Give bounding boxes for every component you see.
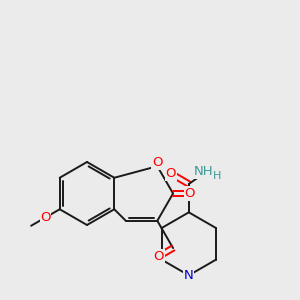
Text: O: O (154, 250, 164, 263)
Text: N: N (184, 269, 194, 282)
Text: O: O (184, 187, 195, 200)
Text: O: O (166, 167, 176, 180)
Text: NH: NH (194, 166, 214, 178)
Text: O: O (152, 156, 163, 169)
Text: O: O (40, 211, 51, 224)
Text: H: H (213, 172, 221, 182)
